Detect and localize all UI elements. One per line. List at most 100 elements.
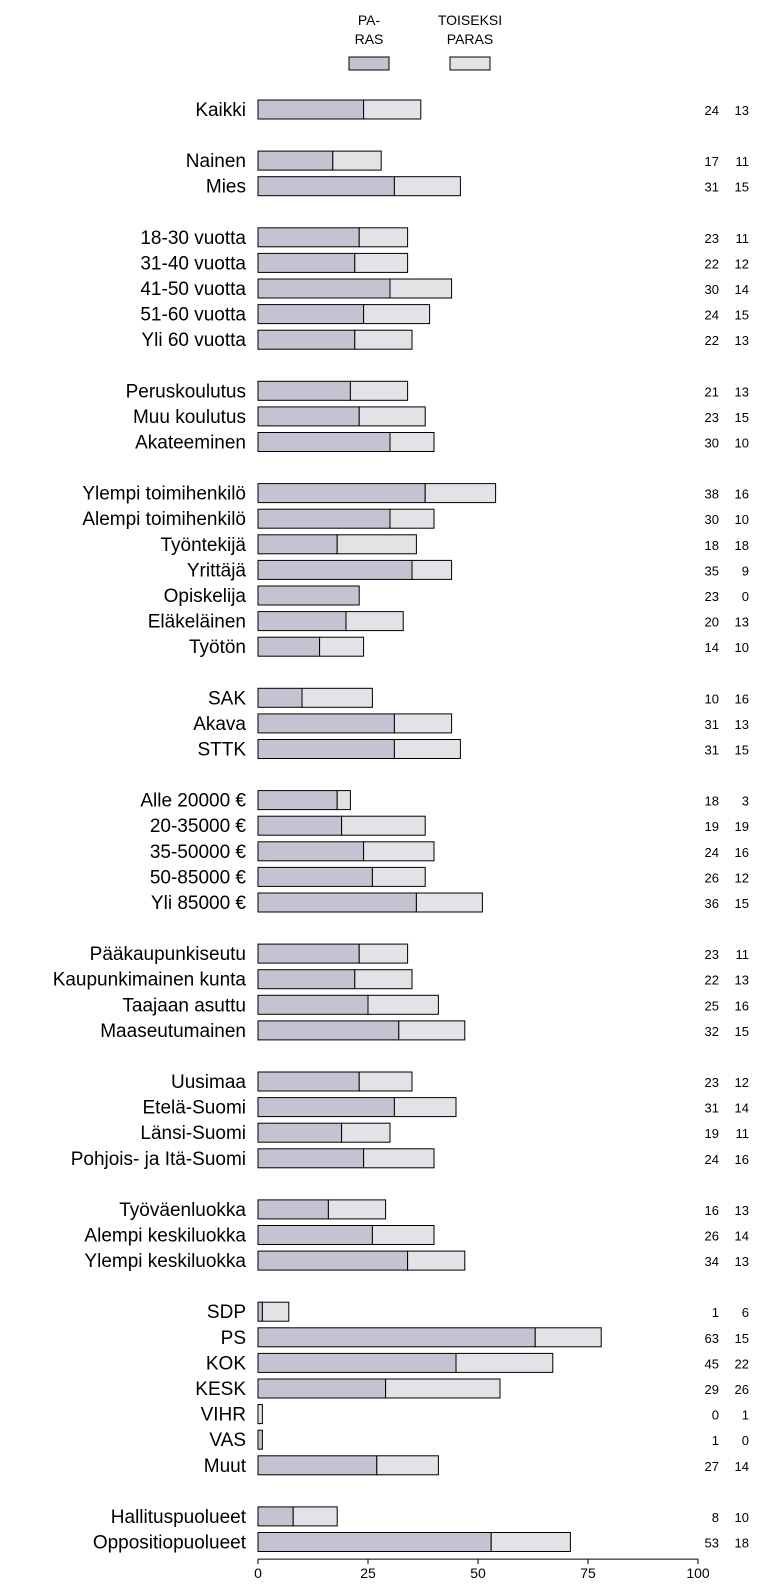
bar-toiseksi-paras xyxy=(358,406,426,427)
bar-paras xyxy=(257,790,338,811)
category-label: 18-30 vuotta xyxy=(140,228,246,249)
bar-paras xyxy=(257,508,391,529)
value-label-toiseksi-paras: 16 xyxy=(735,998,749,1013)
bar-row: Maaseutumainen 32 15 xyxy=(100,1020,749,1042)
value-label-paras: 16 xyxy=(705,1203,719,1218)
bar-toiseksi-paras xyxy=(341,1122,391,1143)
value-label-toiseksi-paras: 13 xyxy=(735,1254,749,1269)
bar-paras xyxy=(257,815,343,836)
category-label: Työväenluokka xyxy=(119,1200,246,1221)
value-label-paras: 36 xyxy=(705,896,719,911)
bar-paras xyxy=(257,252,356,273)
value-label-paras: 53 xyxy=(705,1536,719,1551)
bar-toiseksi-paras xyxy=(319,636,365,657)
bar-toiseksi-paras xyxy=(354,969,413,990)
category-label: Ylempi keskiluokka xyxy=(84,1251,246,1272)
bar-paras xyxy=(257,559,413,580)
value-label-toiseksi-paras: 11 xyxy=(736,231,750,246)
category-label: Muut xyxy=(204,1456,247,1477)
bar-paras xyxy=(257,892,417,913)
category-label: Akava xyxy=(193,714,246,735)
value-label-toiseksi-paras: 13 xyxy=(735,103,749,118)
value-label-paras: 34 xyxy=(705,1254,719,1269)
bar-paras xyxy=(257,1199,329,1220)
category-label: 20-35000 € xyxy=(150,816,247,837)
value-label-toiseksi-paras: 13 xyxy=(735,717,749,732)
bar-row: Nainen 17 11 xyxy=(186,150,749,172)
x-tick-label: 0 xyxy=(254,1565,262,1581)
value-label-toiseksi-paras: 15 xyxy=(735,410,749,425)
value-label-paras: 24 xyxy=(705,845,719,860)
bar-paras xyxy=(257,611,347,632)
bar-paras xyxy=(257,1250,409,1271)
category-label: Akateeminen xyxy=(135,433,246,454)
legend-toiseksi-label-line2: PARAS xyxy=(447,31,493,47)
value-label-paras: 31 xyxy=(705,717,719,732)
value-label-paras: 1 xyxy=(712,1433,719,1448)
value-label-toiseksi-paras: 14 xyxy=(735,282,749,297)
bar-toiseksi-paras xyxy=(349,380,409,401)
value-label-paras: 14 xyxy=(705,640,719,655)
category-label: Kaikki xyxy=(195,100,246,121)
value-label-paras: 35 xyxy=(705,563,719,578)
legend-paras-swatch xyxy=(348,56,390,71)
bar-paras xyxy=(257,687,303,708)
value-label-paras: 32 xyxy=(705,1024,719,1039)
value-label-paras: 31 xyxy=(705,180,719,195)
value-label-paras: 38 xyxy=(705,487,719,502)
bar-toiseksi-paras xyxy=(385,1378,501,1399)
bar-paras xyxy=(257,483,426,504)
category-label: Taajaan asuttu xyxy=(122,995,246,1016)
bar-paras xyxy=(257,1378,387,1399)
value-label-toiseksi-paras: 18 xyxy=(735,1536,749,1551)
value-label-toiseksi-paras: 14 xyxy=(735,1101,749,1116)
bar-toiseksi-paras xyxy=(292,1506,338,1527)
value-label-toiseksi-paras: 13 xyxy=(735,333,749,348)
value-label-paras: 19 xyxy=(705,1126,719,1141)
bar-paras xyxy=(257,636,321,657)
value-label-paras: 18 xyxy=(705,538,719,553)
legend-toiseksi-label-line1: TOISEKSI xyxy=(438,12,502,28)
value-label-toiseksi-paras: 12 xyxy=(735,256,749,271)
category-label: 51-60 vuotta xyxy=(140,305,246,326)
bar-toiseksi-paras xyxy=(363,99,422,120)
bar-row: Länsi-Suomi 19 11 xyxy=(140,1122,749,1144)
bar-paras xyxy=(257,432,391,452)
bar-row: Mies 31 15 xyxy=(206,176,749,198)
category-label: Nainen xyxy=(186,151,246,172)
value-label-toiseksi-paras: 26 xyxy=(735,1382,749,1397)
bar-row: Työtön 14 10 xyxy=(189,636,749,658)
value-label-toiseksi-paras: 13 xyxy=(735,1203,749,1218)
value-label-toiseksi-paras: 15 xyxy=(735,308,749,323)
value-label-toiseksi-paras: 0 xyxy=(742,589,749,604)
bar-row: Yli 60 vuotta 22 13 xyxy=(141,329,749,351)
category-label: Eläkeläinen xyxy=(148,612,246,633)
category-label: SAK xyxy=(208,688,246,709)
value-label-toiseksi-paras: 10 xyxy=(735,512,749,527)
category-label: 50-85000 € xyxy=(150,867,247,888)
value-label-paras: 22 xyxy=(705,973,719,988)
bar-paras xyxy=(257,534,338,555)
category-label: KESK xyxy=(195,1379,246,1400)
bar-row: SAK 10 16 xyxy=(208,687,749,709)
bar-toiseksi-paras xyxy=(363,1148,435,1169)
bar-paras xyxy=(257,866,373,887)
bar-toiseksi-paras xyxy=(415,892,483,913)
bar-row: STTK 31 15 xyxy=(197,739,749,761)
bar-toiseksi-paras xyxy=(393,176,461,197)
category-label: Oppositiopuolueet xyxy=(93,1533,247,1554)
legend-toiseksi-swatch xyxy=(449,56,491,71)
bar-row: Muu koulutus 23 15 xyxy=(133,406,749,428)
bar-toiseksi-paras xyxy=(490,1532,571,1552)
bar-paras xyxy=(257,1352,457,1373)
value-label-toiseksi-paras: 14 xyxy=(735,1229,749,1244)
category-label: Peruskoulutus xyxy=(126,381,246,402)
bar-row: 41-50 vuotta 30 14 xyxy=(140,278,749,300)
bar-paras xyxy=(257,1020,400,1041)
bar-row: Hallituspuolueet 8 10 xyxy=(111,1506,749,1528)
value-label-paras: 23 xyxy=(705,947,719,962)
value-label-paras: 22 xyxy=(705,256,719,271)
value-label-paras: 27 xyxy=(705,1459,719,1474)
bar-paras xyxy=(257,1097,395,1118)
